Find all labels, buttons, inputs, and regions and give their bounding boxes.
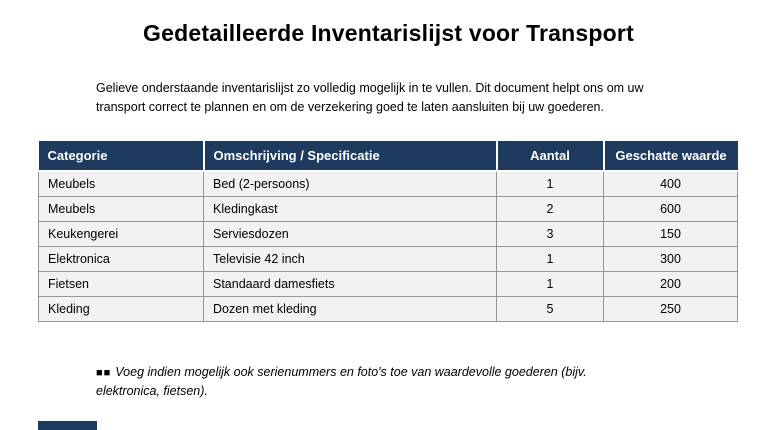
column-header: Omschrijving / Specificatie [202, 141, 497, 172]
table-header-row: Categorie Omschrijving / Specificatie Aant… [38, 141, 738, 172]
table-cell: Televisie 42 inch [203, 246, 497, 272]
table-cell: Standaard damesfiets [203, 271, 497, 297]
table-cell: 400 [603, 170, 738, 197]
table-cell: Meubels [38, 170, 204, 197]
table-cell: 200 [603, 271, 738, 297]
table-row: Keukengerei Serviesdozen 3 150 [38, 221, 738, 247]
column-header: Aantal [495, 141, 604, 172]
table-cell: 2 [496, 196, 604, 222]
table-cell: 5 [496, 296, 604, 322]
table-cell: Kleding [38, 296, 204, 322]
table-cell: Kledingkast [203, 196, 497, 222]
page-title: Gedetailleerde Inventarislijst voor Tran… [143, 20, 634, 46]
table-row: Fietsen Standaard damesfiets 1 200 [38, 271, 738, 297]
note-squares-icon: ■■ [96, 367, 112, 379]
column-header: Categorie [38, 141, 204, 172]
table-row: Meubels Bed (2-persoons) 1 400 [38, 170, 738, 197]
inventory-table: Categorie Omschrijving / Specificatie Aant… [38, 141, 738, 322]
table-cell: Meubels [38, 196, 204, 222]
next-table-header-partial [38, 421, 97, 430]
table-cell: Elektronica [38, 246, 204, 272]
table-cell: 150 [603, 221, 738, 247]
table-row: Meubels Kledingkast 2 600 [38, 196, 738, 222]
table-cell: 1 [496, 271, 604, 297]
intro-paragraph: Gelieve onderstaande inventarislijst zo … [96, 81, 644, 114]
table-cell: Serviesdozen [203, 221, 497, 247]
column-header: Geschatte waarde [602, 141, 738, 172]
inventory-table-body: Meubels Bed (2-persoons) 1 400 Meubels Kledin… [38, 170, 738, 322]
table-row: Kleding Dozen met kleding 5 250 [38, 296, 738, 322]
table-cell: 250 [603, 296, 738, 322]
table-cell: 3 [496, 221, 604, 247]
table-cell: Keukengerei [38, 221, 204, 247]
table-cell: 300 [603, 246, 738, 272]
footer-note: ■■ Voeg indien mogelijk ook serienummers … [96, 363, 601, 400]
table-cell: Fietsen [38, 271, 204, 297]
table-row: Elektronica Televisie 42 inch 1 300 [38, 246, 738, 272]
table-cell: Bed (2-persoons) [203, 170, 497, 197]
table-cell: 1 [496, 246, 604, 272]
table-cell: 1 [496, 170, 604, 197]
footer-note-text: Voeg indien mogelijk ook serienummers en… [96, 365, 587, 398]
table-cell: 600 [603, 196, 738, 222]
table-cell: Dozen met kleding [203, 296, 497, 322]
